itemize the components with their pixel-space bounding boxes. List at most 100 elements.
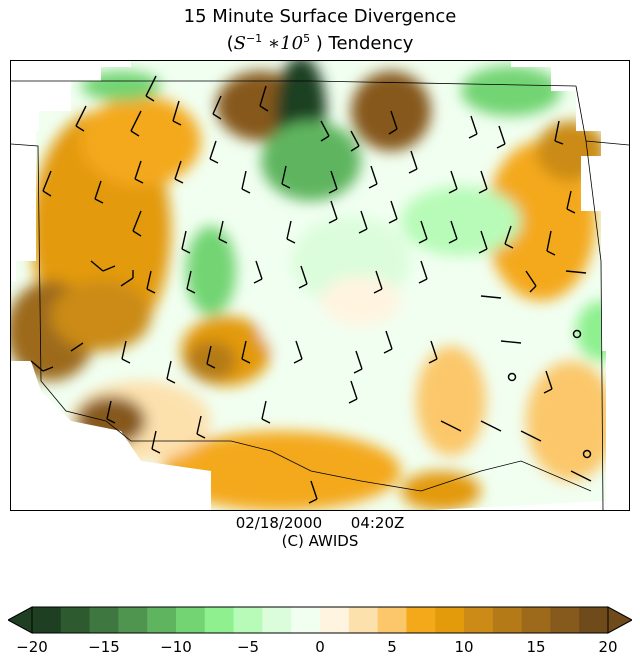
colorbar-cell (147, 607, 177, 633)
wind-barb (468, 115, 478, 139)
wind-barb (130, 110, 142, 137)
chart-subtitle: (S−1 ∗105 ) Tendency (0, 32, 640, 54)
northern-border (11, 80, 577, 87)
colorbar-tick-label: −10 (160, 638, 192, 656)
colorbar-cell (464, 607, 494, 633)
colorbar-cell (320, 607, 350, 633)
wind-barb (206, 345, 216, 369)
colorbar-min-extension (8, 606, 33, 634)
wind-barb (440, 420, 462, 432)
colorbar-frame (31, 606, 609, 634)
wind-barb (145, 75, 157, 102)
subtitle-tendency: ) Tendency (310, 33, 414, 54)
colorbar-cell (435, 607, 465, 633)
wind-barb (418, 260, 428, 284)
colorbar-tick-label: 10 (454, 638, 474, 656)
wind-barb (373, 270, 383, 294)
southwest-border (11, 143, 592, 492)
colorbar-tick-label: −20 (16, 638, 48, 656)
subtitle-units-base: S (233, 33, 246, 54)
wind-barb (259, 85, 269, 112)
calm-wind-circle (582, 449, 592, 459)
wind-barb (388, 200, 398, 224)
colorbar-cell (377, 607, 407, 633)
wind-barb (253, 260, 263, 284)
wind-barb (134, 160, 144, 184)
subtitle-units-mid: ∗10 (262, 33, 304, 54)
wind-barb (120, 270, 134, 287)
wind-barb (146, 270, 156, 294)
state-borders (11, 80, 629, 510)
chart-title: 15 Minute Surface Divergence (183, 6, 457, 27)
wind-barb (181, 230, 191, 254)
wind-barb (358, 210, 368, 234)
wind-barb (42, 170, 52, 197)
subtitle-units-exp1: −1 (245, 32, 263, 45)
wind-barb (408, 150, 418, 174)
colorbar-tick-label: 15 (526, 638, 546, 656)
colorbar-tick-label: 5 (387, 638, 397, 656)
colorbar-max-extension (607, 606, 632, 634)
valid-time: 04:20Z (350, 514, 405, 532)
wind-barb (383, 330, 393, 354)
colorbar (8, 606, 632, 634)
colorbar-cell (579, 607, 609, 633)
map-svg (11, 61, 629, 510)
wind-barb (478, 170, 488, 194)
wind-barb (348, 380, 358, 404)
wind-barb (212, 95, 222, 120)
wind-barb (525, 270, 537, 293)
colorbar-cells (32, 607, 609, 633)
colorbar-cell (89, 607, 119, 633)
wind-barb (520, 430, 542, 442)
colorbar-cell (233, 607, 263, 633)
wind-barb (353, 350, 363, 374)
colorbar-cell (262, 607, 292, 633)
eastern-border (585, 140, 604, 510)
wind-barb (132, 210, 142, 237)
colorbar-tick-label: 20 (598, 638, 618, 656)
wind-barb (448, 220, 458, 244)
wind-barb (166, 360, 176, 384)
wind-barb (565, 270, 587, 274)
colorbar-cell (550, 607, 580, 633)
wind-barb (281, 165, 291, 189)
wind-barb (172, 100, 182, 126)
wind-barb (320, 120, 330, 142)
wind-barb (566, 190, 576, 214)
wind-barb (75, 105, 87, 132)
valid-time-stamp: 02/18/2000 04:20Z (0, 514, 640, 532)
wind-barb (94, 180, 104, 204)
wind-barb (478, 230, 488, 254)
copyright-credit: (C) AWIDS (281, 532, 359, 550)
colorbar-cell (492, 607, 523, 633)
wind-barb (480, 420, 502, 432)
subtitle-open-paren: ( (226, 33, 234, 54)
colorbar-cell (521, 607, 551, 633)
wind-barb (308, 480, 318, 504)
colorbar-cell (204, 607, 235, 633)
wind-barb (241, 340, 251, 364)
colorbar-cell (291, 607, 321, 633)
valid-date: 02/18/2000 (235, 514, 323, 532)
wind-barb (293, 340, 303, 364)
colorbar-cell (60, 607, 91, 633)
wind-barb (428, 340, 438, 364)
subtitle-units-exp2: 5 (303, 32, 311, 45)
colorbar-cell (348, 607, 379, 633)
colorbar-cell (32, 607, 62, 633)
colorbar-cell (406, 607, 436, 633)
wind-barb (554, 120, 564, 145)
wind-barb (186, 270, 196, 294)
wind-barb (388, 110, 398, 135)
wind-barb (504, 225, 514, 249)
calm-wind-circle (572, 329, 582, 339)
calm-wind-circles (507, 329, 592, 459)
wind-barbs (30, 75, 592, 504)
wind-barb (496, 125, 506, 149)
wind-barb (209, 140, 219, 164)
wind-barb (70, 342, 84, 352)
wind-barb (121, 340, 131, 364)
wind-barb (328, 170, 338, 194)
colorbar-tick-label: 0 (315, 638, 325, 656)
